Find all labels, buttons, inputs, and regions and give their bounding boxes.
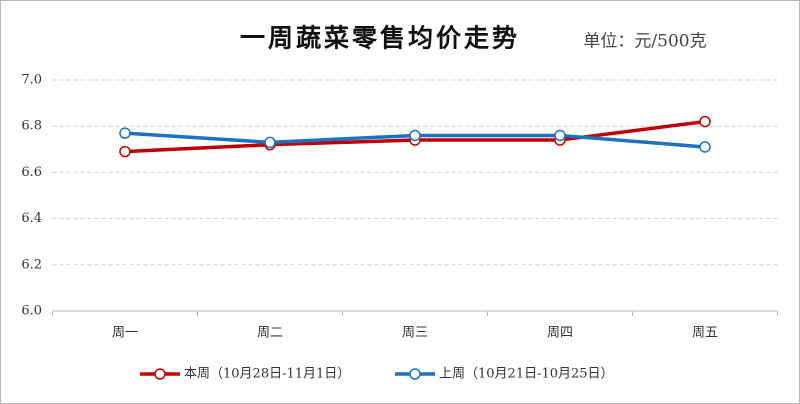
x-tick-label: 周四 — [547, 326, 573, 341]
x-tick-label: 周五 — [692, 326, 718, 341]
data-point — [264, 136, 276, 149]
data-point — [119, 127, 131, 139]
chart-subtitle: 单位：元/500克 — [583, 32, 706, 52]
legend-label: 本周（10月28日-11月1日） — [184, 367, 350, 382]
x-tick-label: 周二 — [257, 326, 283, 341]
data-point — [699, 141, 711, 153]
y-tick-label: 6.4 — [21, 211, 42, 226]
y-tick-label: 6.6 — [21, 165, 42, 180]
x-tick-label: 周三 — [402, 326, 428, 341]
data-point — [699, 115, 711, 128]
data-point — [409, 129, 421, 142]
y-tick-label: 7.0 — [21, 73, 42, 88]
legend-label: 上周（10月21日-10月25日） — [439, 367, 614, 382]
chart-title: 一周蔬菜零售均价走势 — [240, 24, 520, 53]
data-point — [554, 129, 566, 142]
y-tick-label: 6.8 — [21, 119, 42, 134]
y-tick-label: 6.0 — [21, 304, 42, 319]
legend-marker — [154, 368, 166, 380]
data-point — [119, 145, 131, 158]
y-tick-label: 6.2 — [21, 257, 42, 272]
x-tick-label: 周一 — [112, 326, 138, 341]
legend-marker — [409, 368, 421, 380]
